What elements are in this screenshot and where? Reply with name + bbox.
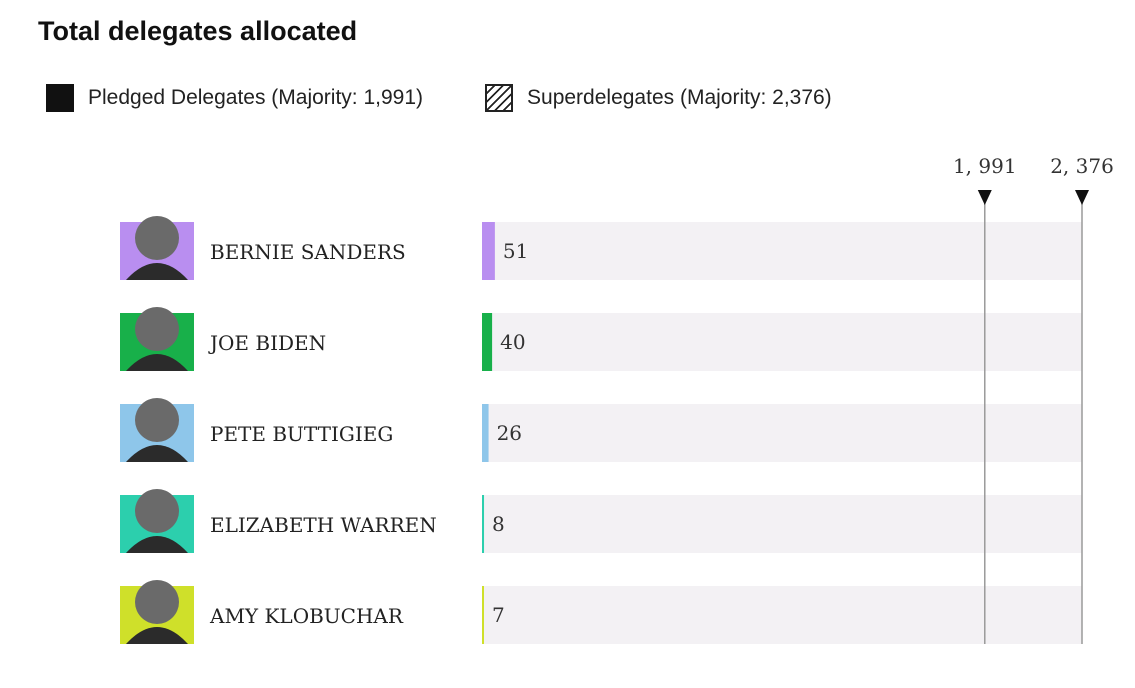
bar	[482, 222, 495, 280]
candidate-label: PETE BUTTIGIEG	[210, 422, 393, 446]
bar-value-label: 51	[503, 239, 528, 263]
majority-marker	[1075, 190, 1089, 205]
bar	[482, 495, 485, 553]
bar-row: ELIZABETH WARREN 8	[120, 489, 1082, 553]
legend-label-superdelegates: Superdelegates (Majority: 2,376)	[527, 86, 832, 109]
bar-track	[482, 495, 1082, 553]
bar-row: JOE BIDEN 40	[120, 307, 1082, 371]
bar-track	[482, 222, 1082, 280]
legend-item-pledged: Pledged Delegates (Majority: 1,991)	[46, 84, 423, 112]
bar	[482, 586, 484, 644]
bar	[482, 313, 493, 371]
avatar-head	[135, 216, 179, 260]
avatar-shoulders	[126, 445, 188, 462]
avatar-head	[135, 580, 179, 624]
majority-marker	[977, 190, 992, 205]
avatar-shoulders	[126, 536, 188, 553]
bar-value-label: 7	[492, 603, 505, 627]
avatar-shoulders	[126, 263, 188, 280]
avatar-head	[135, 307, 179, 351]
majority-label: 2, 376	[1050, 154, 1114, 178]
chart-title: Total delegates allocated	[38, 16, 358, 46]
bar-track	[482, 313, 1082, 371]
candidate-label: BERNIE SANDERS	[210, 240, 406, 264]
bar	[482, 404, 489, 462]
avatar-shoulders	[126, 354, 188, 371]
chart-legend: Pledged Delegates (Majority: 1,991) Supe…	[46, 84, 894, 112]
legend-item-superdelegates: Superdelegates (Majority: 2,376)	[485, 84, 832, 112]
bar-row: AMY KLOBUCHAR 7	[120, 580, 1082, 644]
bar-row: BERNIE SANDERS 51	[120, 216, 1082, 280]
bar-track	[482, 404, 1082, 462]
bar-value-label: 40	[500, 330, 525, 354]
bar-value-label: 8	[492, 512, 505, 536]
bar-row: PETE BUTTIGIEG 26	[120, 398, 1082, 462]
candidate-label: ELIZABETH WARREN	[210, 513, 437, 537]
majority-label: 1, 991	[953, 154, 1017, 178]
avatar-head	[135, 398, 179, 442]
candidate-label: AMY KLOBUCHAR	[209, 604, 404, 628]
legend-swatch-solid	[46, 84, 74, 112]
legend-swatch-hatch	[485, 84, 514, 112]
avatar-head	[135, 489, 179, 533]
legend-label-pledged: Pledged Delegates (Majority: 1,991)	[88, 86, 424, 109]
avatar-shoulders	[126, 627, 188, 644]
candidate-label: JOE BIDEN	[208, 331, 326, 355]
bar-track	[482, 586, 1082, 644]
bar-value-label: 26	[497, 421, 522, 445]
